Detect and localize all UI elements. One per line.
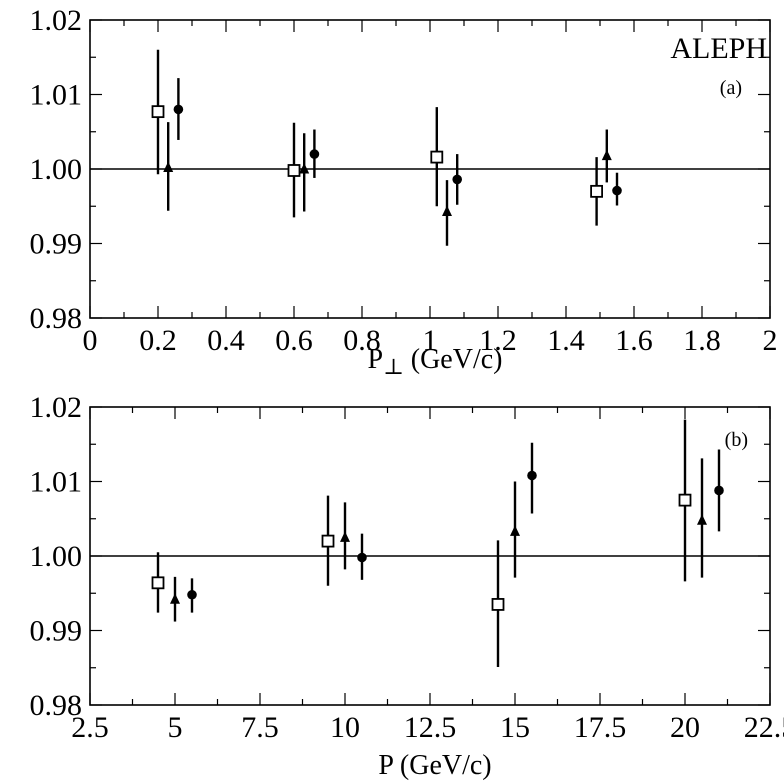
x-tick-label: 0.8 [343, 324, 381, 357]
y-tick-label: 0.99 [30, 228, 83, 261]
x-axis-title-main: P [378, 750, 393, 781]
data-point-open-square [430, 150, 444, 164]
data-point-open-square [491, 598, 505, 611]
x-tick-label: 0.6 [275, 324, 313, 357]
data-point-filled-circle [309, 149, 320, 159]
x-axis-title-main: P [367, 344, 383, 375]
x-tick-label: 12.5 [404, 711, 457, 744]
data-point-filled-triangle [163, 161, 174, 173]
data-point-filled-circle [714, 485, 724, 496]
x-tick-label: 22.5 [744, 711, 784, 744]
y-tick-label: 1.00 [30, 153, 83, 186]
x-tick-label: 10 [330, 711, 360, 744]
x-tick-label: 17.5 [574, 711, 627, 744]
data-point-filled-triangle [697, 514, 707, 525]
data-point-filled-circle [173, 104, 184, 115]
data-point-filled-triangle [442, 205, 452, 216]
x-axis-title: P⊥ (GeV/c) [367, 344, 502, 379]
data-point-open-square [678, 493, 692, 507]
data-point-filled-circle [452, 174, 463, 185]
x-tick-label: 1.2 [479, 324, 517, 357]
panel-b: 0.98 0.99 1.00 1.01 1.02 2.5 5 7.5 10 12.5 15 17.5 2… [30, 391, 784, 781]
y-tick-label: 0.98 [30, 302, 83, 335]
x-tick-label: 0.4 [207, 324, 245, 357]
panel-a: 0.98 0.99 1.00 1.01 1.02 0 0.2 0.4 0.6 0.8 1 1.2 1.4… [30, 4, 778, 379]
x-axis-title-unit: (GeV/c) [404, 344, 503, 375]
x-tick-label: 1 [423, 324, 438, 357]
data-point-filled-triangle [170, 593, 180, 604]
data-point-filled-circle [612, 185, 622, 196]
x-tick-label: 0 [83, 324, 98, 357]
data-point-filled-circle [357, 552, 367, 563]
y-tick-label: 0.98 [30, 689, 83, 722]
x-tick-label: 7.5 [241, 711, 279, 744]
data-point-open-square [151, 576, 165, 590]
data-point-filled-triangle [340, 531, 350, 542]
x-tick-label: 1.8 [683, 324, 721, 357]
x-tick-label: 15 [500, 711, 530, 744]
data-point-filled-triangle [299, 163, 310, 174]
y-tick-label: 1.02 [30, 4, 83, 37]
x-axis-title-unit: (GeV/c) [393, 750, 492, 781]
y-tick-label: 1.02 [30, 391, 83, 424]
y-tick-label: 1.01 [30, 466, 83, 499]
x-tick-label: 1.6 [615, 324, 653, 357]
y-tick-label: 1.00 [30, 540, 83, 573]
x-tick-label: 2.5 [71, 711, 109, 744]
x-tick-label: 5 [168, 711, 183, 744]
data-point-filled-triangle [510, 525, 520, 536]
annotation-aleph: ALEPH [670, 32, 767, 65]
x-axis-title-subscript: ⊥ [383, 354, 404, 379]
y-tick-label: 1.01 [30, 79, 83, 112]
data-point-open-square [287, 164, 301, 177]
data-point-open-square [151, 105, 165, 119]
x-axis-title: P (GeV/c) [378, 750, 491, 781]
annotation-a: (a) [720, 77, 742, 99]
data-point-open-square [590, 184, 603, 198]
data-point-filled-circle [187, 589, 197, 600]
x-tick-label: 0.2 [139, 324, 177, 357]
annotation-b: (b) [725, 429, 748, 451]
data-point-filled-triangle [601, 149, 612, 161]
y-tick-label: 0.99 [30, 615, 83, 648]
data-point-filled-circle [527, 470, 537, 481]
x-tick-label: 2 [763, 324, 778, 357]
data-point-open-square [321, 534, 335, 548]
x-tick-label: 1.4 [547, 324, 585, 357]
x-tick-label: 20 [670, 711, 700, 744]
